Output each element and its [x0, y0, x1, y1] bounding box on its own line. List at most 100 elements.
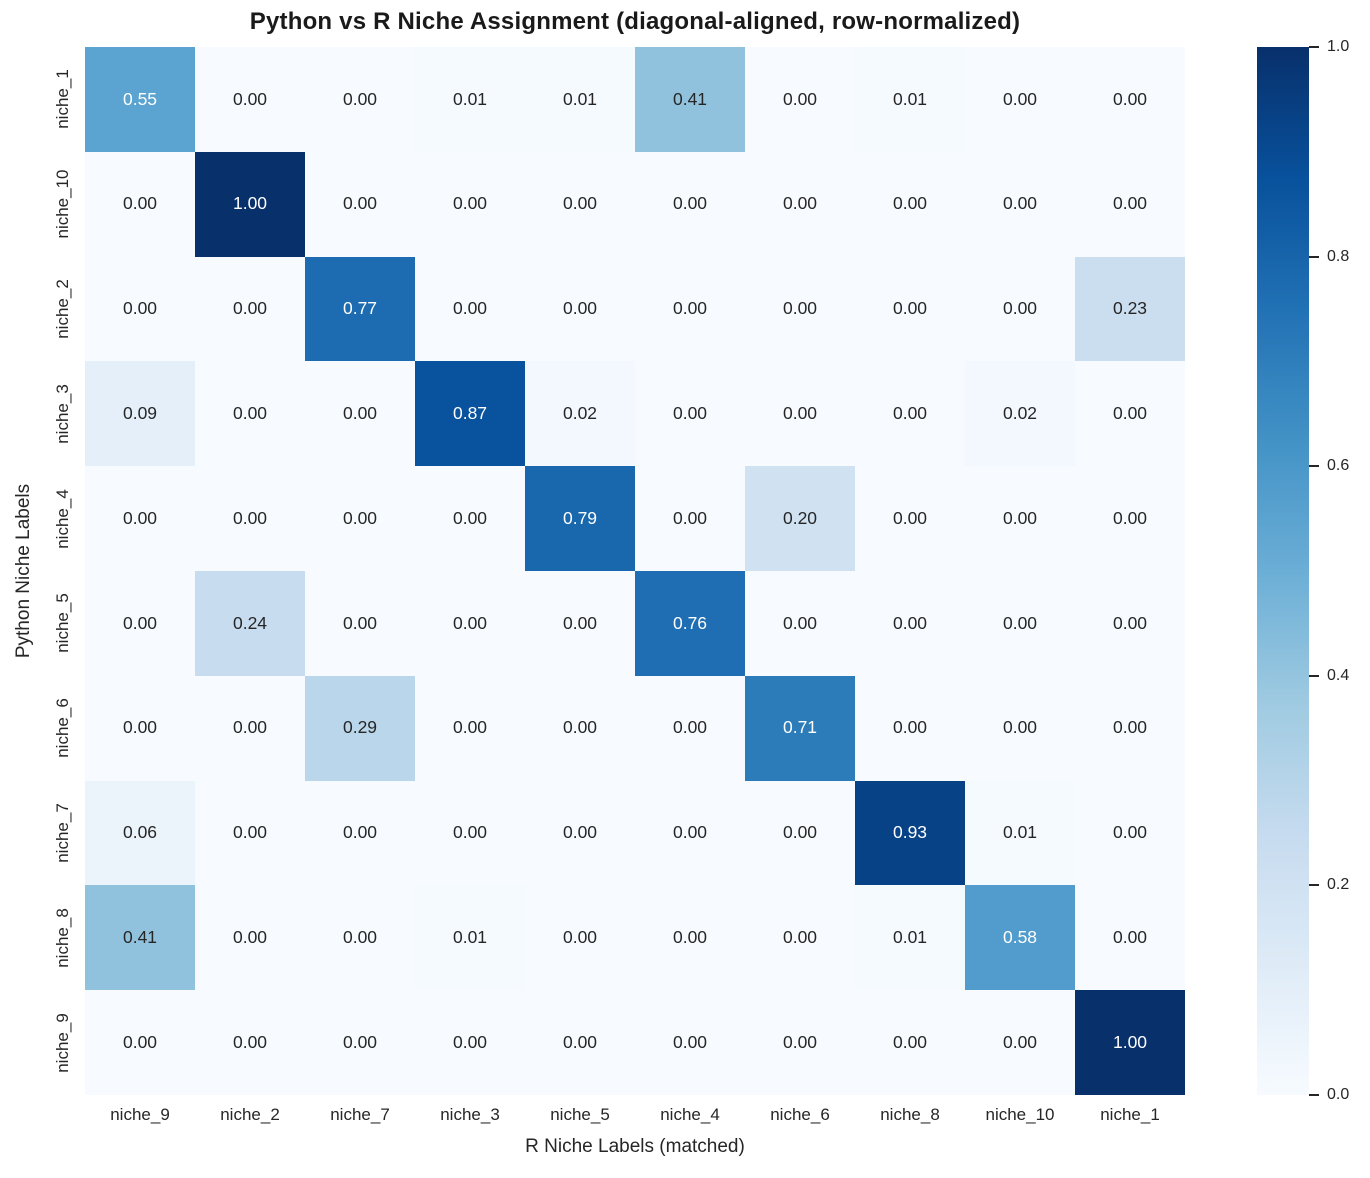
heatmap-cell: 0.79 [525, 466, 635, 571]
heatmap-cell: 0.00 [305, 151, 415, 257]
colorbar-tickmark [1309, 674, 1319, 677]
y-tick-label: niche_5 [53, 593, 72, 654]
heatmap-cell: 0.00 [415, 571, 525, 676]
heatmap-cell: 0.00 [1075, 361, 1185, 467]
heatmap-cell: 1.00 [1075, 990, 1185, 1095]
colorbar-tick-label: 0.0 [1327, 1086, 1350, 1103]
heatmap-cell: 0.01 [525, 47, 635, 152]
chart-title: Python vs R Niche Assignment (diagonal-a… [249, 8, 1021, 35]
heatmap-cell: 0.00 [635, 885, 745, 991]
x-tick-label: niche_2 [220, 1105, 280, 1124]
heatmap-cell: 0.00 [1075, 466, 1185, 571]
x-tick-label: niche_4 [660, 1105, 720, 1124]
x-tick-label: niche_1 [1100, 1105, 1160, 1124]
heatmap-cell: 0.01 [415, 885, 525, 991]
heatmap-cell: 0.00 [855, 675, 965, 781]
heatmap-grid: 0.55 0.00 0.00 0.01 0.01 0.41 0.00 0.01 0.00 0.00… [85, 47, 1185, 1095]
heatmap-cell: 0.00 [85, 571, 195, 676]
colorbar-tickmark [1309, 1094, 1319, 1096]
heatmap-cell: 0.87 [415, 361, 525, 467]
heatmap-cell: 0.00 [195, 47, 305, 152]
y-tick-label: niche_2 [53, 279, 72, 339]
heatmap-cell: 0.00 [85, 151, 195, 257]
heatmap-cell: 0.00 [415, 990, 525, 1095]
heatmap-cell: 0.29 [305, 675, 415, 781]
heatmap-cell: 0.00 [855, 571, 965, 676]
colorbar-tick-label: 0.6 [1327, 457, 1350, 475]
heatmap-cell: 0.00 [745, 571, 855, 676]
heatmap-cell: 0.00 [965, 990, 1075, 1095]
heatmap-cell: 0.00 [855, 151, 965, 257]
heatmap-cell: 0.00 [415, 466, 525, 571]
heatmap-cell: 0.58 [965, 885, 1075, 991]
heatmap-cell: 0.00 [965, 151, 1075, 257]
heatmap-cell: 0.00 [1075, 885, 1185, 991]
heatmap-cell: 0.00 [85, 675, 195, 781]
heatmap-cell: 0.01 [415, 47, 525, 152]
heatmap-cell: 1.00 [195, 151, 305, 257]
colorbar-tick-label: 0.4 [1327, 666, 1350, 684]
heatmap-cell: 0.00 [635, 151, 745, 257]
heatmap-cell: 0.00 [415, 675, 525, 781]
colorbar-tickmark [1309, 465, 1319, 468]
x-tick-label: niche_10 [985, 1105, 1055, 1124]
heatmap-cell: 0.00 [525, 780, 635, 886]
heatmap-cell: 0.00 [305, 780, 415, 886]
heatmap-cell: 0.00 [1075, 47, 1185, 152]
heatmap-cell: 0.00 [855, 361, 965, 467]
colorbar-tick-label: 0.8 [1327, 247, 1350, 265]
heatmap-cell: 0.00 [965, 256, 1075, 362]
y-tick-label: niche_9 [53, 1012, 72, 1073]
heatmap-cell: 0.00 [525, 675, 635, 781]
x-tick-label: niche_6 [770, 1105, 830, 1124]
heatmap-cell: 0.00 [305, 361, 415, 467]
heatmap-cell: 0.00 [305, 47, 415, 152]
heatmap-cell: 0.00 [855, 466, 965, 571]
heatmap-cell: 0.41 [635, 47, 745, 152]
heatmap-cell: 0.09 [85, 361, 195, 467]
heatmap-cell: 0.02 [525, 361, 635, 467]
heatmap-cell: 0.00 [195, 780, 305, 886]
heatmap-cell: 0.71 [745, 675, 855, 781]
heatmap-cell: 0.00 [745, 361, 855, 467]
heatmap-cell: 0.00 [415, 151, 525, 257]
heatmap-cell: 0.02 [965, 361, 1075, 467]
heatmap-cell: 0.00 [965, 675, 1075, 781]
heatmap-cell: 0.00 [635, 466, 745, 571]
heatmap-cell: 0.00 [745, 47, 855, 152]
heatmap-cell: 0.00 [415, 780, 525, 886]
colorbar [1257, 47, 1309, 1095]
heatmap-cell: 0.00 [305, 990, 415, 1095]
heatmap-cell: 0.01 [855, 885, 965, 991]
heatmap-cell: 0.00 [635, 675, 745, 781]
heatmap-cell: 0.00 [855, 990, 965, 1095]
heatmap-cell: 0.77 [305, 256, 415, 362]
y-tick-label: niche_8 [53, 908, 72, 968]
heatmap-cell: 0.93 [855, 780, 965, 886]
y-tick-label: niche_3 [53, 384, 72, 444]
heatmap-cell: 0.06 [85, 780, 195, 886]
heatmap-cell: 0.00 [1075, 571, 1185, 676]
heatmap-cell: 0.00 [525, 256, 635, 362]
heatmap-cell: 0.00 [635, 990, 745, 1095]
heatmap-cell: 0.00 [85, 990, 195, 1095]
heatmap-cell: 0.00 [965, 466, 1075, 571]
x-tick-label: niche_5 [550, 1105, 610, 1124]
y-axis-title: Python Niche Labels [13, 483, 34, 659]
heatmap-cell: 0.00 [195, 990, 305, 1095]
heatmap-cell: 0.00 [635, 361, 745, 467]
colorbar-tickmark [1309, 255, 1319, 258]
heatmap-cell: 0.24 [195, 571, 305, 676]
y-tick-label: niche_7 [53, 803, 72, 863]
heatmap-cell: 0.00 [745, 885, 855, 991]
heatmap-cell: 0.00 [855, 256, 965, 362]
colorbar-tick-label: 1.0 [1327, 38, 1350, 55]
heatmap-cell: 0.00 [1075, 151, 1185, 257]
heatmap-cell: 0.00 [745, 256, 855, 362]
x-tick-label: niche_3 [440, 1105, 500, 1124]
heatmap-cell: 0.00 [305, 885, 415, 991]
x-axis-title: R Niche Labels (matched) [525, 1136, 745, 1157]
x-tick-label: niche_9 [110, 1105, 170, 1124]
heatmap-cell: 0.00 [305, 571, 415, 676]
